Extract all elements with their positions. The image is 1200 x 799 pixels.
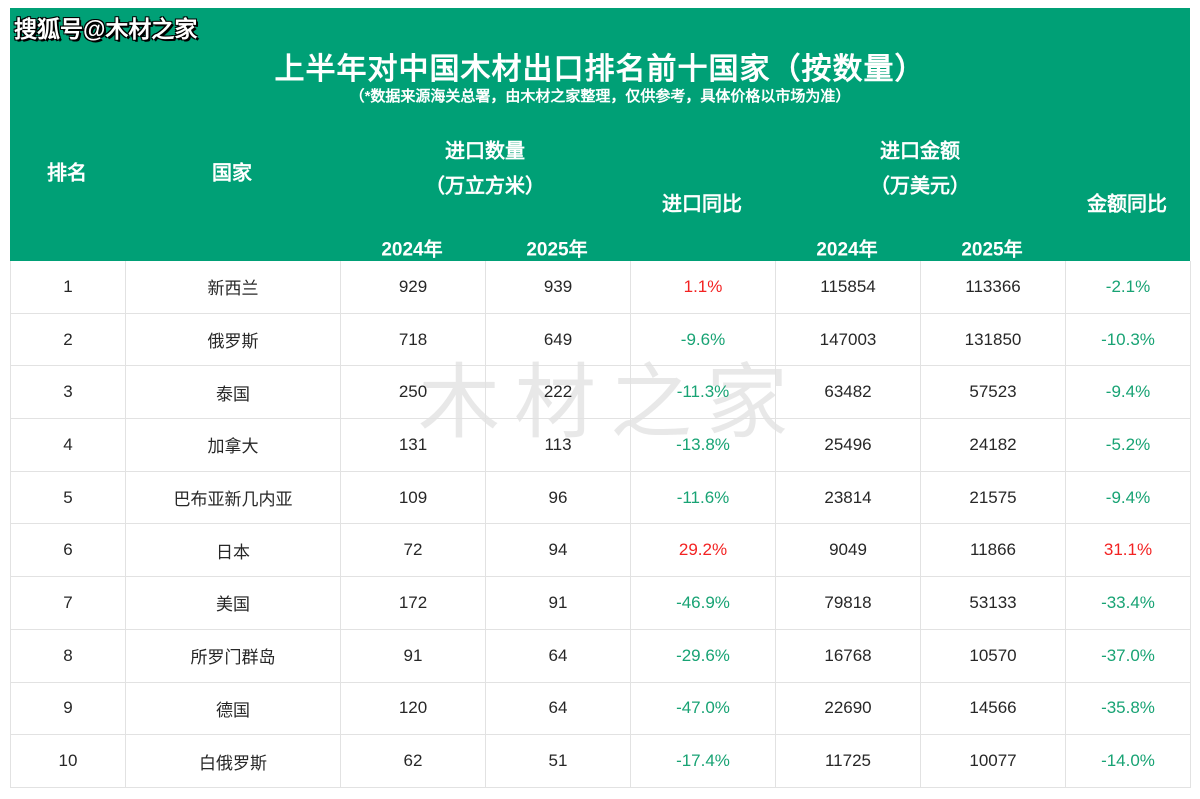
table-cell-amt-2025: 21575: [921, 471, 1066, 525]
table-cell-amt-2024: 16768: [776, 629, 921, 683]
table-cell-rank: 3: [11, 366, 126, 420]
table-cell-amt-2024: 25496: [776, 419, 921, 472]
table-cell-amt-2025: 24182: [921, 419, 1066, 472]
sohu-account-watermark: 搜狐号@木材之家: [14, 16, 198, 42]
column-header-qty-2024: 2024年: [381, 239, 443, 261]
table-cell-amt-2024: 23814: [776, 471, 921, 525]
table-cell-amt-2025: 10570: [921, 629, 1066, 683]
table-cell-country: 美国: [126, 577, 341, 630]
table-cell-qty-2025: 51: [486, 735, 631, 788]
table-cell-amt-yoy: -9.4%: [1066, 366, 1191, 420]
table-cell-qty-yoy: -46.9%: [631, 577, 776, 630]
table-cell-qty-yoy: -11.3%: [631, 366, 776, 420]
table-cell-qty-yoy: 29.2%: [631, 524, 776, 578]
table-cell-qty-2024: 172: [341, 577, 486, 630]
table-cell-qty-2025: 939: [486, 261, 631, 314]
table-cell-amt-yoy: -37.0%: [1066, 629, 1191, 683]
table-cell-amt-2024: 9049: [776, 524, 921, 578]
table-cell-amt-yoy: -5.2%: [1066, 419, 1191, 472]
table-cell-qty-yoy: -13.8%: [631, 419, 776, 472]
table-cell-amt-2025: 11866: [921, 524, 1066, 578]
table-cell-qty-yoy: 1.1%: [631, 261, 776, 314]
table-cell-qty-2025: 96: [486, 471, 631, 525]
column-header-country: 国家: [212, 162, 252, 185]
table-cell-qty-yoy: -17.4%: [631, 735, 776, 788]
table-cell-rank: 8: [11, 629, 126, 683]
table-cell-amt-2024: 79818: [776, 577, 921, 630]
table-cell-qty-2025: 649: [486, 313, 631, 367]
table-cell-country: 德国: [126, 682, 341, 736]
column-header-amt-2024: 2024年: [816, 239, 878, 261]
column-group-amt-line1: 进口金额: [880, 140, 960, 163]
column-header-amt-2025: 2025年: [961, 239, 1023, 261]
table-cell-qty-2025: 113: [486, 419, 631, 472]
table-cell-country: 加拿大: [126, 419, 341, 472]
table-cell-country: 俄罗斯: [126, 313, 341, 367]
table-cell-country: 新西兰: [126, 261, 341, 314]
table-cell-amt-yoy: -14.0%: [1066, 735, 1191, 788]
table-cell-qty-yoy: -9.6%: [631, 313, 776, 367]
table-cell-qty-2024: 131: [341, 419, 486, 472]
table-cell-rank: 5: [11, 471, 126, 525]
table-cell-amt-2024: 22690: [776, 682, 921, 736]
table-cell-qty-2025: 64: [486, 629, 631, 683]
table-cell-amt-2025: 57523: [921, 366, 1066, 420]
table-cell-amt-2024: 11725: [776, 735, 921, 788]
table-cell-qty-2024: 62: [341, 735, 486, 788]
table-cell-qty-2025: 222: [486, 366, 631, 420]
column-header-qty-2025: 2025年: [526, 239, 588, 261]
column-header-amt-yoy: 金额同比: [1087, 193, 1167, 216]
header-banner: 搜狐号@木材之家 上半年对中国木材出口排名前十国家（按数量） （*数据来源海关总…: [10, 8, 1190, 261]
column-group-amt-line2: （万美元）: [870, 175, 970, 198]
table-cell-amt-yoy: -35.8%: [1066, 682, 1191, 736]
table-cell-amt-2025: 10077: [921, 735, 1066, 788]
column-header-rank: 排名: [47, 162, 87, 185]
table-cell-qty-2025: 91: [486, 577, 631, 630]
table-cell-amt-2024: 147003: [776, 313, 921, 367]
table-cell-qty-2025: 64: [486, 682, 631, 736]
table-cell-amt-yoy: -9.4%: [1066, 471, 1191, 525]
table-cell-qty-2024: 120: [341, 682, 486, 736]
table-cell-rank: 7: [11, 577, 126, 630]
table-cell-qty-yoy: -11.6%: [631, 471, 776, 525]
table-cell-amt-2025: 113366: [921, 261, 1066, 314]
table-cell-country: 巴布亚新几内亚: [126, 471, 341, 525]
table-cell-qty-2024: 250: [341, 366, 486, 420]
table-cell-qty-2024: 109: [341, 471, 486, 525]
table-cell-qty-2024: 929: [341, 261, 486, 314]
table-cell-amt-2025: 14566: [921, 682, 1066, 736]
table-cell-rank: 10: [11, 735, 126, 788]
column-group-qty-line2: （万立方米）: [425, 175, 545, 198]
table-cell-amt-2024: 115854: [776, 261, 921, 314]
data-table: 1 新西兰 929 939 1.1% 115854 113366 -2.1% 2 俄罗斯 718 64…: [10, 261, 1191, 788]
page-subtitle: （*数据来源海关总署，由木材之家整理，仅供参考，具体价格以市场为准）: [349, 88, 851, 105]
table-cell-amt-2024: 63482: [776, 366, 921, 420]
table-cell-qty-2024: 718: [341, 313, 486, 367]
table-cell-amt-2025: 131850: [921, 313, 1066, 367]
column-group-qty-line1: 进口数量: [445, 140, 525, 163]
table-cell-qty-yoy: -29.6%: [631, 629, 776, 683]
table-cell-rank: 2: [11, 313, 126, 367]
table-cell-amt-yoy: 31.1%: [1066, 524, 1191, 578]
table-cell-rank: 6: [11, 524, 126, 578]
table-cell-country: 泰国: [126, 366, 341, 420]
table-cell-country: 日本: [126, 524, 341, 578]
table-cell-qty-yoy: -47.0%: [631, 682, 776, 736]
column-header-qty-yoy: 进口同比: [662, 193, 742, 216]
table-cell-qty-2024: 91: [341, 629, 486, 683]
table-cell-amt-yoy: -33.4%: [1066, 577, 1191, 630]
table-cell-amt-yoy: -10.3%: [1066, 313, 1191, 367]
table-cell-rank: 4: [11, 419, 126, 472]
table-cell-rank: 1: [11, 261, 126, 314]
table-cell-country: 所罗门群岛: [126, 629, 341, 683]
table-cell-amt-2025: 53133: [921, 577, 1066, 630]
table-cell-qty-2024: 72: [341, 524, 486, 578]
table-cell-country: 白俄罗斯: [126, 735, 341, 788]
page-title: 上半年对中国木材出口排名前十国家（按数量）: [274, 53, 926, 86]
table-cell-amt-yoy: -2.1%: [1066, 261, 1191, 314]
table-cell-rank: 9: [11, 682, 126, 736]
table-cell-qty-2025: 94: [486, 524, 631, 578]
